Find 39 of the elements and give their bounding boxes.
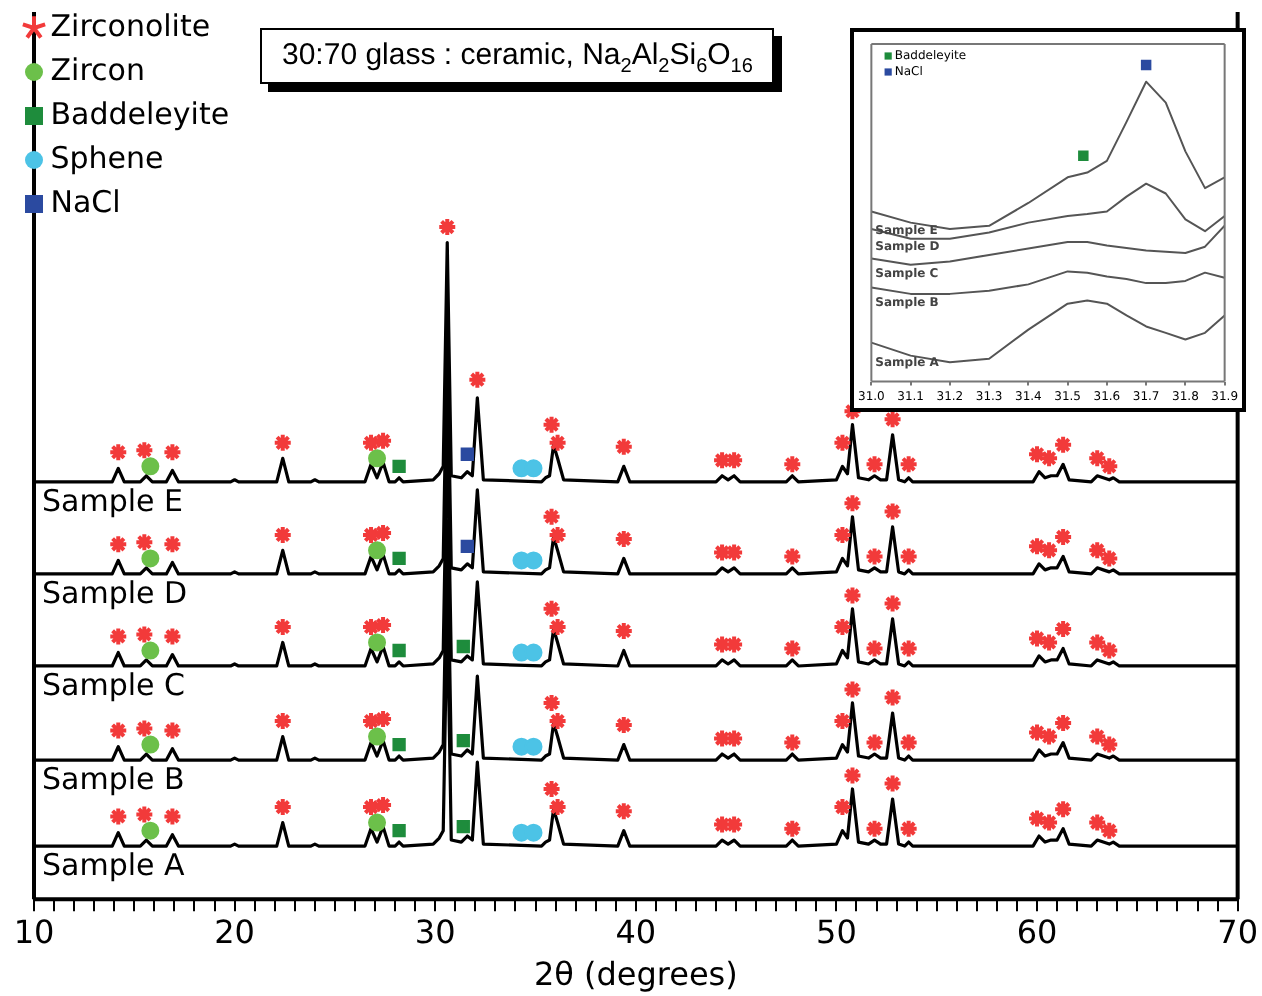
series-label: Sample C	[42, 666, 185, 703]
point	[392, 823, 406, 838]
point	[141, 457, 160, 476]
x-axis-title: 2θ (degrees)	[533, 955, 738, 994]
legend-label: Zirconolite	[50, 7, 211, 44]
x-tick-label: 40	[615, 912, 657, 951]
point	[392, 551, 406, 566]
point	[460, 539, 474, 553]
series-label: Sample B	[42, 760, 185, 797]
point	[392, 643, 406, 658]
x-tick-label: 30	[414, 912, 456, 951]
point	[141, 641, 160, 660]
series-label: Sample D	[42, 574, 188, 611]
point	[368, 541, 387, 560]
point	[456, 733, 470, 748]
point	[141, 821, 160, 840]
chart-title: 30:70 glass : ceramic, Na$_{2}$Al$_{2}$Si$_{6}$O$_{16}$	[260, 28, 775, 84]
point	[392, 459, 406, 474]
legend-label: Sphene	[50, 139, 164, 176]
point	[460, 447, 474, 461]
point	[392, 737, 406, 752]
point	[368, 813, 387, 832]
point	[456, 819, 470, 834]
x-tick-label: 50	[816, 912, 857, 951]
legend-label: NaCl	[50, 183, 121, 220]
point	[368, 727, 387, 746]
series-label: Sample A	[42, 846, 187, 883]
point	[141, 735, 160, 754]
series-label: Sample E	[42, 482, 183, 519]
point	[368, 449, 387, 468]
point	[456, 639, 470, 654]
point	[141, 549, 160, 568]
x-tick-label: 20	[214, 912, 255, 951]
legend-label: Baddeleyite	[50, 95, 230, 132]
point	[368, 633, 387, 652]
x-tick-label: 10	[13, 912, 55, 951]
x-tick-label: 70	[1217, 912, 1258, 951]
legend-label: Zircon	[50, 51, 145, 88]
x-tick-label: 60	[1016, 912, 1058, 951]
